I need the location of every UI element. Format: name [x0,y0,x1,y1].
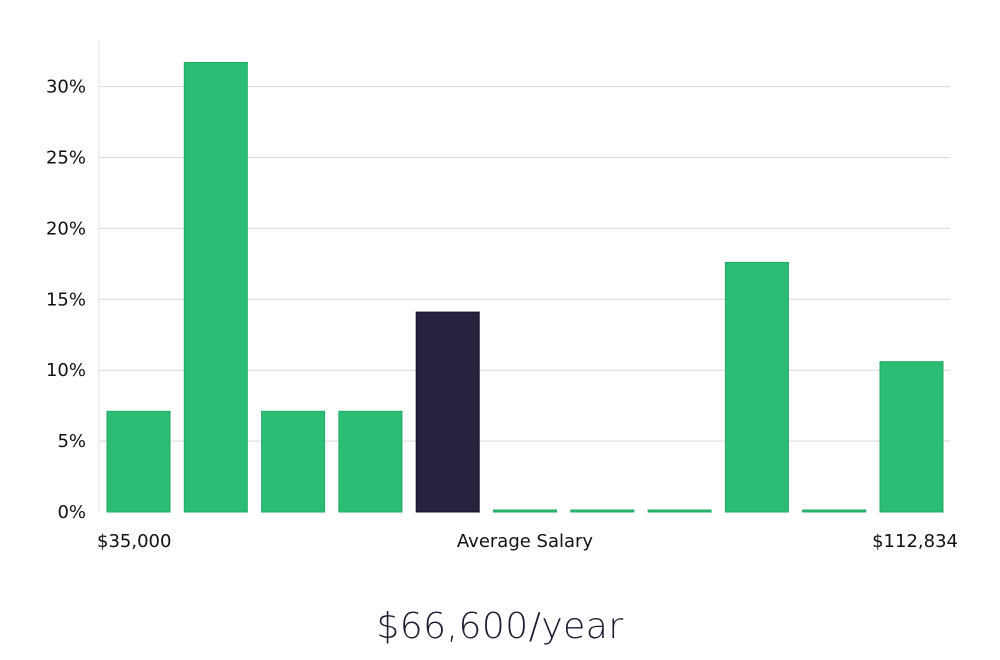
y-tick-labels: 0% 5% 10% 15% 20% 25% 30% [46,77,86,523]
bar-10 [879,361,944,513]
y-tick-label-25: 25% [46,148,86,169]
bar-5 [493,509,557,513]
bar-9 [802,509,867,513]
bar-2 [261,410,326,513]
y-tick-label-0: 0% [57,502,86,523]
salary-histogram: 0% 5% 10% 15% 20% 25% 30% $35,000 Average Sala… [46,40,958,552]
bar-3 [338,410,403,513]
bar-6 [570,509,635,513]
y-tick-label-10: 10% [46,360,86,381]
x-label-average: Average Salary [457,531,594,552]
bar-0 [106,410,171,513]
y-tick-label-30: 30% [46,77,86,98]
bars [106,62,944,513]
y-tick-label-20: 20% [46,218,86,239]
x-label-min: $35,000 [97,531,171,552]
bar-1 [183,62,248,513]
y-tick-label-15: 15% [46,289,86,310]
x-label-max: $112,834 [872,531,958,552]
bar-8 [724,261,789,513]
bar-average-salary [415,311,480,513]
average-salary-headline: $66,600/year [376,606,624,647]
y-tick-label-5: 5% [57,431,86,452]
bar-7 [647,509,712,513]
